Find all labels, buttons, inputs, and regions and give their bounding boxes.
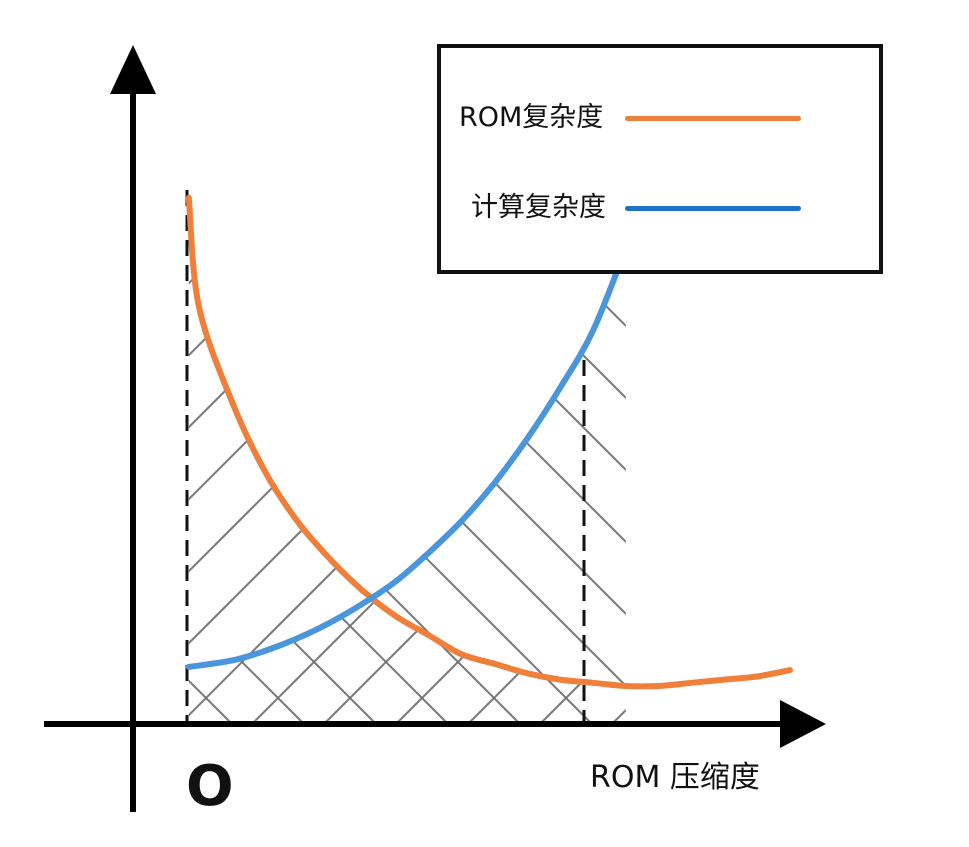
legend-label-compute: 计算复杂度	[471, 192, 606, 223]
hatch-line-rom	[188, 197, 233, 725]
x-axis-label: ROM 压缩度	[590, 760, 760, 795]
hatch-line-compute	[188, 248, 305, 724]
legend-label-rom: ROM复杂度	[459, 102, 604, 133]
hatch-line-compute	[900, 24, 969, 724]
origin-label: O	[186, 754, 234, 819]
hatch-line-rom	[0, 24, 16, 724]
hatch-line-rom	[900, 24, 969, 724]
hatch-line-compute	[251, 248, 626, 724]
legend: ROM复杂度 计算复杂度	[437, 44, 883, 274]
hatch-line-compute	[188, 248, 233, 724]
legend-item-compute: 计算复杂度	[441, 188, 881, 228]
hatch-line-compute	[0, 24, 88, 724]
x-axis-arrow	[780, 700, 826, 748]
hatch-line-rom	[0, 24, 88, 724]
compute-complexity-curve	[185, 245, 629, 670]
hatch-line-compute	[0, 24, 16, 724]
hatch-line-compute	[188, 248, 521, 724]
hatch-line-rom	[188, 197, 305, 725]
y-axis-arrow	[110, 45, 156, 94]
rom-complexity-curve	[185, 194, 793, 690]
legend-swatch-compute	[625, 206, 801, 211]
legend-swatch-rom	[625, 116, 801, 121]
legend-item-rom: ROM复杂度	[441, 98, 881, 138]
